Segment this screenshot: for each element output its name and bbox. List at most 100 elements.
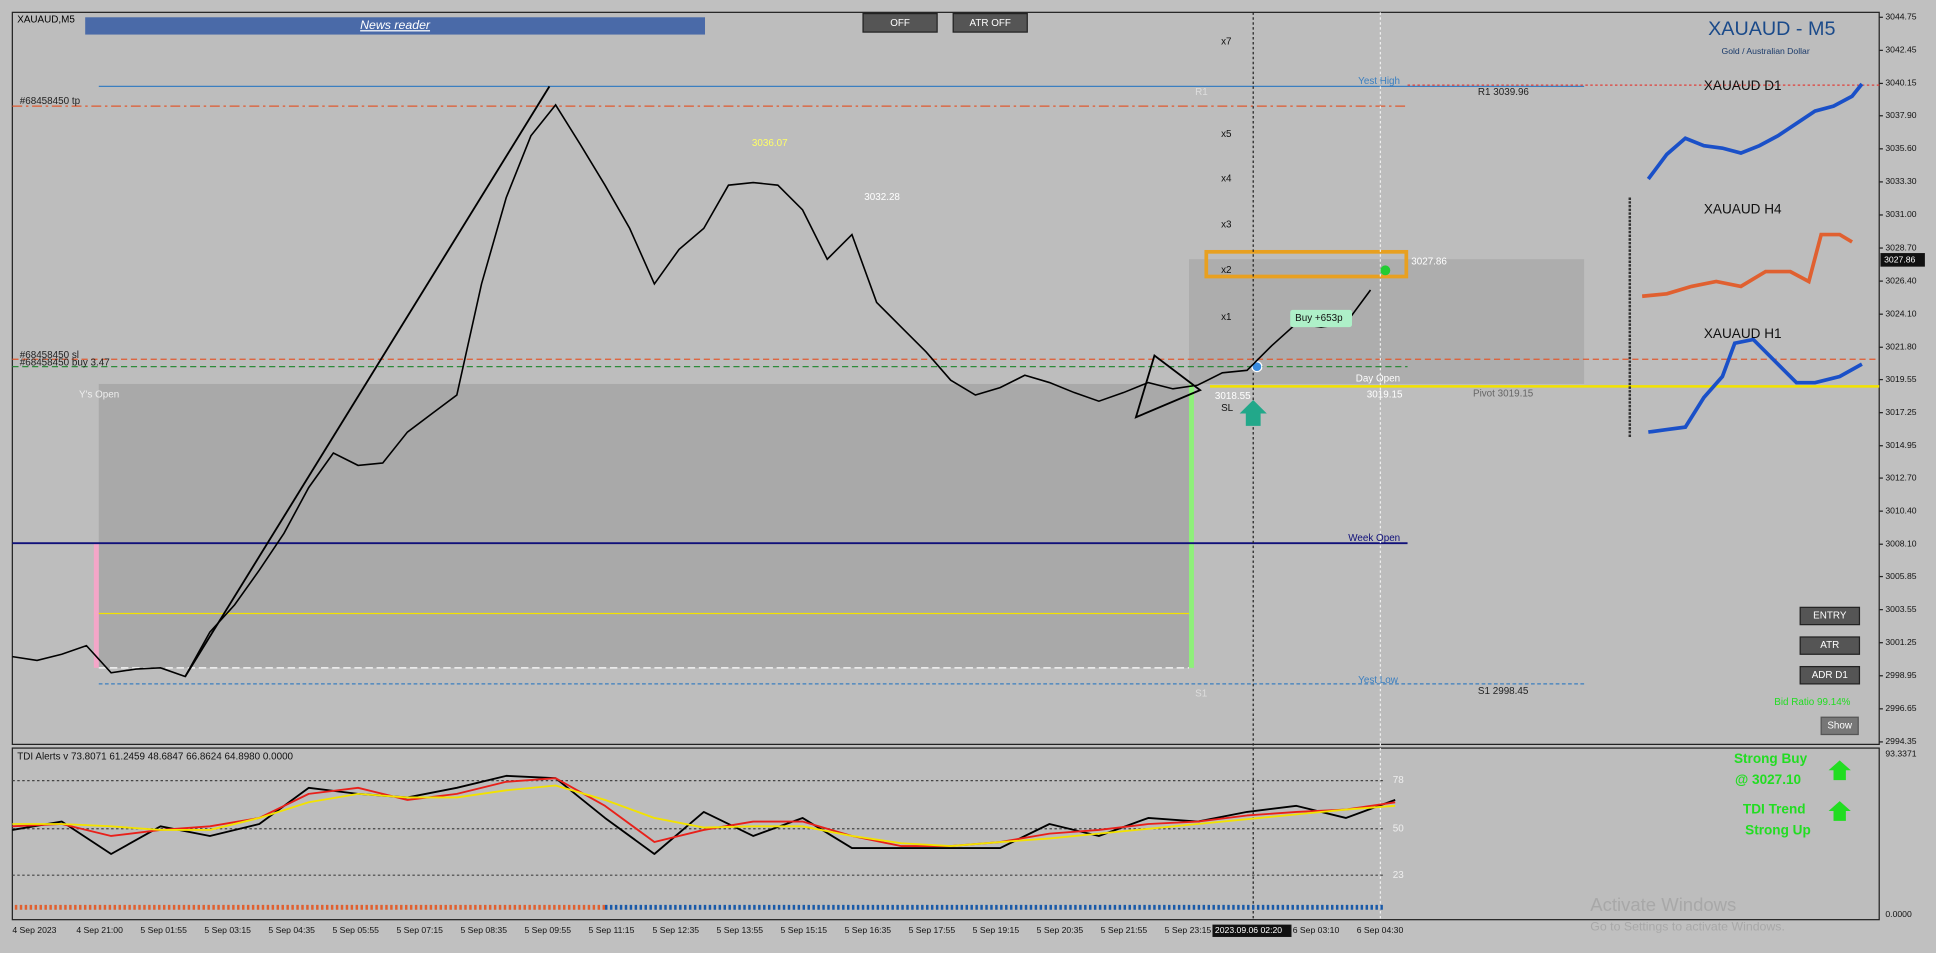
tdi-line <box>12 777 1396 848</box>
tdi-signal: @ 3027.10 <box>1735 772 1801 787</box>
y-tick-label: 2998.95 <box>1885 670 1916 680</box>
annotation-tp: #68458450 tp <box>20 96 81 107</box>
news-bar[interactable] <box>85 17 706 35</box>
annotation-x2: x2 <box>1221 265 1231 276</box>
x-tick-label: 4 Sep 2023 <box>12 925 56 935</box>
y-tick-label: 3031.00 <box>1885 209 1916 219</box>
annotation-pivot: Pivot 3019.15 <box>1473 388 1534 399</box>
x-tick-label: 4 Sep 21:00 <box>76 925 123 935</box>
bid-ratio: Bid Ratio 99.14% <box>1774 697 1850 708</box>
x-tick-label: 6 Sep 04:30 <box>1357 925 1404 935</box>
x-tick-label: 5 Sep 21:55 <box>1101 925 1148 935</box>
y-tick-label: 3028.70 <box>1885 242 1916 252</box>
y-tick-label: 3044.75 <box>1885 12 1916 22</box>
triangle <box>1134 353 1202 419</box>
panel-button-label[interactable]: ADR D1 <box>1812 670 1848 681</box>
y-tick-label: 3024.10 <box>1885 308 1916 318</box>
x-tick-label: 5 Sep 08:35 <box>460 925 507 935</box>
d1-mini-chart <box>1646 82 1864 181</box>
tdi-level-label: 50 <box>1393 823 1404 834</box>
panel-button[interactable] <box>1799 606 1861 626</box>
y-tick-label: 3026.40 <box>1885 275 1916 285</box>
y-tick-label: 3001.25 <box>1885 637 1916 647</box>
y-tick-label: 3017.25 <box>1885 407 1916 417</box>
tdi-bottom: 0.0000 <box>1885 909 1912 919</box>
current-price: 3027.86 <box>1884 255 1915 265</box>
y-tick-label: 3012.70 <box>1885 472 1916 482</box>
x-tick-label: 5 Sep 09:55 <box>524 925 571 935</box>
annotation-ys-open: Y's Open <box>79 390 119 401</box>
entry-dot <box>1380 265 1391 276</box>
annotation-x1: x1 <box>1221 312 1231 323</box>
y-tick-label: 3003.55 <box>1885 604 1916 614</box>
signal-arrow <box>1828 760 1851 781</box>
tdi-level-label: 78 <box>1393 775 1404 786</box>
pink-bar <box>93 543 99 668</box>
annotation-yest-high: Yest High <box>1358 76 1400 87</box>
x-tick-label: 5 Sep 15:15 <box>781 925 828 935</box>
panel-button[interactable] <box>1799 636 1861 655</box>
annotation-day-open-price: 3019.15 <box>1367 390 1403 401</box>
buy-label-bg <box>1290 309 1352 328</box>
annotation-box-label: 3027.86 <box>1411 256 1447 267</box>
tdi-signal: TDI Trend <box>1743 801 1806 816</box>
x-tick-label: 5 Sep 04:35 <box>268 925 315 935</box>
y-tick-label: 3005.85 <box>1885 571 1916 581</box>
x-tick-label: 5 Sep 23:15 <box>1165 925 1212 935</box>
annotation-high-label: 3036.07 <box>752 138 788 149</box>
annotation-day-open: Day Open <box>1356 374 1400 385</box>
buy-arrow <box>1239 399 1267 426</box>
annotation-buy-label: Buy +653p <box>1295 313 1343 324</box>
chart-title: XAUAUD - M5 <box>1708 18 1835 40</box>
x-tick-label: 5 Sep 16:35 <box>845 925 892 935</box>
entry-box <box>1204 249 1409 279</box>
trend-arrow <box>1828 801 1851 821</box>
y-tick-label: 3021.80 <box>1885 342 1916 352</box>
current-price-box <box>1880 253 1925 267</box>
price-line <box>12 103 1372 678</box>
tdi-line <box>12 784 1396 848</box>
x-tick-label: 5 Sep 17:55 <box>909 925 956 935</box>
y-tick-label: 3033.30 <box>1885 176 1916 186</box>
toggle-button-label[interactable]: OFF <box>890 18 910 29</box>
annotation-mid-label: 3032.28 <box>864 192 900 203</box>
h1-mini-chart <box>1648 337 1863 434</box>
cursor-time: 2023.09.06 02:20 <box>1215 925 1282 935</box>
buy-dot <box>1251 361 1263 373</box>
green-bar <box>1189 383 1194 668</box>
panel-button-label[interactable]: ATR <box>1820 640 1839 651</box>
panel-chart-title: XAUAUD H4 <box>1704 201 1782 216</box>
news-reader[interactable]: News reader <box>360 18 431 32</box>
annotation-x5: x5 <box>1221 129 1232 140</box>
annotation-sl: #68458450 sl <box>20 350 79 361</box>
symbol: XAUAUD,M5 <box>17 14 75 25</box>
annotation-week-open: Week Open <box>1348 533 1400 544</box>
y-tick-label: 2994.35 <box>1885 736 1916 746</box>
annotation-x4: x4 <box>1221 174 1232 185</box>
show-button[interactable] <box>1820 716 1859 736</box>
watermark-text: Go to Settings to activate Windows. <box>1590 919 1785 933</box>
annotation-buy: #68458450 buy 3.47 <box>20 358 110 369</box>
x-tick-label: 5 Sep 07:15 <box>396 925 443 935</box>
trend-line <box>184 85 551 677</box>
toggle-button-label[interactable]: ATR OFF <box>969 18 1010 29</box>
annotation-x3: x3 <box>1221 219 1232 230</box>
panel-chart-title: XAUAUD D1 <box>1704 78 1782 93</box>
panel-chart-title: XAUAUD H1 <box>1704 326 1782 341</box>
tdi-signal: Strong Up <box>1745 822 1811 837</box>
y-tick-label: 3008.10 <box>1885 538 1916 548</box>
annotation-yest-low: Yest Low <box>1358 675 1399 686</box>
toggle-button[interactable] <box>952 12 1028 33</box>
panel-button[interactable] <box>1799 665 1861 685</box>
annotation-r1-label: R1 <box>1195 87 1208 98</box>
toggle-button[interactable] <box>862 12 938 33</box>
annotation-r1: R1 3039.96 <box>1478 87 1530 98</box>
x-tick-label: 5 Sep 05:55 <box>332 925 379 935</box>
show-label[interactable]: Show <box>1827 720 1853 731</box>
x-tick-label: 5 Sep 03:15 <box>204 925 251 935</box>
y-tick-label: 3014.95 <box>1885 440 1916 450</box>
panel-button-label[interactable]: ENTRY <box>1813 611 1847 622</box>
x-tick-label: 5 Sep 19:15 <box>973 925 1020 935</box>
